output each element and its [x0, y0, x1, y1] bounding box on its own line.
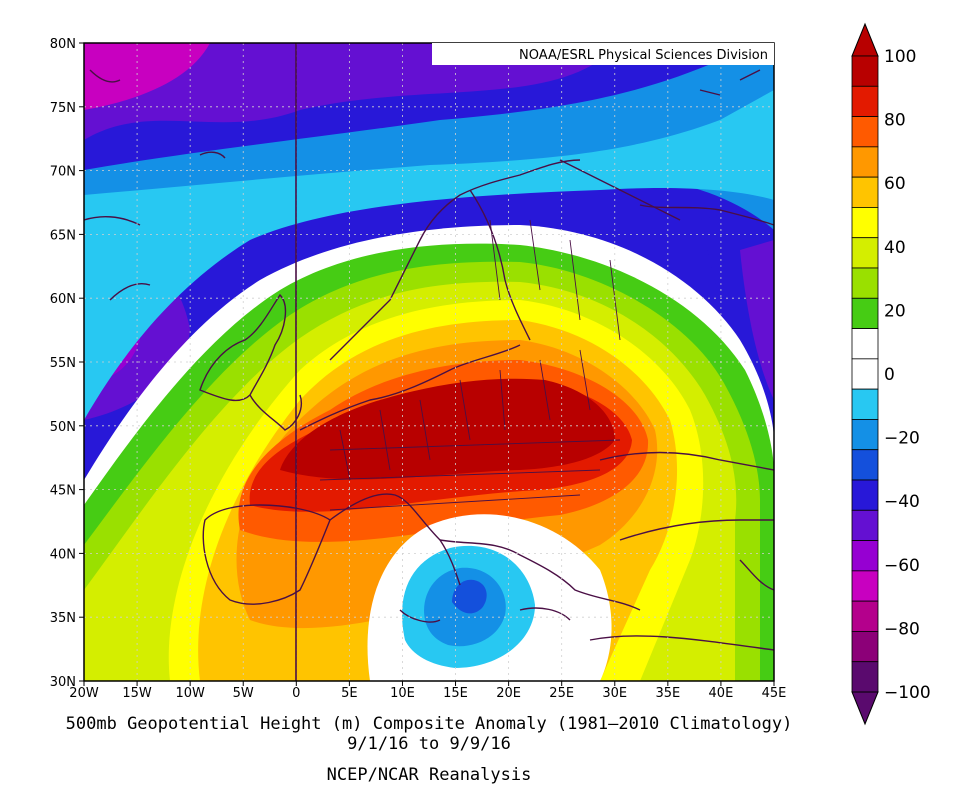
lat-tick-label: 80N	[50, 37, 76, 52]
colorbar-swatch	[851, 631, 879, 663]
map-panel	[84, 43, 774, 681]
lat-tick-label: 35N	[50, 611, 76, 626]
borders	[319, 219, 621, 511]
anomaly-band-neg20	[84, 60, 774, 390]
anomaly-band-neg20-light	[84, 90, 774, 420]
credit-box	[432, 43, 774, 65]
lat-tick-label: 55N	[50, 356, 76, 371]
lat-tick-label: 70N	[50, 165, 76, 180]
caption-dates: 9/1/16 to 9/9/16	[347, 734, 511, 754]
lon-tick-label: 25E	[549, 686, 574, 701]
lon-tick-label: 10W	[175, 686, 205, 701]
lon-tick-label: 5W	[233, 686, 254, 701]
lon-tick-label: 40E	[709, 686, 734, 701]
colorbar-swatch	[851, 358, 879, 390]
colorbar-label: 60	[884, 174, 906, 194]
lat-tick-label: 75N	[50, 101, 76, 116]
lon-tick-label: 45E	[762, 686, 787, 701]
lat-tick-label: 45N	[50, 484, 76, 499]
lon-tick-label: 10E	[390, 686, 415, 701]
colorbar-label: −40	[884, 492, 920, 512]
lon-tick-label: 35E	[655, 686, 680, 701]
colorbar-swatch	[851, 267, 879, 299]
colorbar-label: −60	[884, 556, 920, 576]
anomaly-band-low-neg40	[452, 579, 487, 614]
colorbar-swatch	[851, 570, 879, 602]
colorbar-top-arrow	[851, 22, 879, 57]
graticule	[84, 43, 774, 681]
lon-tick-label: 30E	[602, 686, 627, 701]
latitude-labels: 80N 75N 70N 65N 60N 55N 50N 45N 40N 35N 30N	[50, 37, 84, 690]
lon-tick-label: 20E	[496, 686, 521, 701]
colorbar-label: −20	[884, 429, 920, 449]
colorbar-label: 40	[884, 238, 906, 258]
anomaly-band-neg60-east	[740, 240, 774, 400]
lon-tick-label: 0	[292, 686, 300, 701]
colorbar-label: 0	[884, 365, 895, 385]
lat-tick-label: 30N	[50, 675, 76, 690]
colorbar-label: 20	[884, 301, 906, 321]
colorbar-label: 100	[884, 47, 916, 67]
lat-tick-label: 40N	[50, 547, 76, 562]
anomaly-band-neg80	[84, 43, 210, 110]
anomaly-band-pos100	[280, 378, 615, 480]
colorbar: 100 80 60 40 20 0 −20 −40 −60 −80 −100	[851, 22, 931, 726]
colorbar-swatch	[851, 540, 879, 572]
colorbar-label: 80	[884, 111, 906, 131]
credit-text: NOAA/ESRL Physical Sciences Division	[519, 48, 768, 63]
lon-tick-label: 20W	[69, 686, 99, 701]
colorbar-swatch	[851, 600, 879, 632]
colorbar-swatch	[851, 297, 879, 329]
colorbar-swatch	[851, 509, 879, 541]
lat-tick-label: 65N	[50, 228, 76, 243]
caption-source: NCEP/NCAR Reanalysis	[327, 765, 532, 785]
colorbar-swatch	[851, 328, 879, 360]
lon-tick-label: 15W	[122, 686, 152, 701]
colorbar-swatch	[851, 237, 879, 269]
lon-tick-label: 15E	[443, 686, 468, 701]
colorbar-swatch	[851, 176, 879, 208]
colorbar-swatch	[851, 449, 879, 481]
longitude-labels: 20W 15W 10W 5W 0 5E 10E 15E 20E 25E 30E 35E 40E 45E	[69, 681, 786, 701]
colorbar-swatch	[851, 55, 879, 87]
colorbar-swatch	[851, 207, 879, 239]
colorbar-label: −80	[884, 619, 920, 639]
colorbar-swatch	[851, 85, 879, 117]
lon-tick-label: 5E	[341, 686, 358, 701]
colorbar-bottom-arrow	[851, 691, 879, 726]
colorbar-label: −100	[884, 683, 931, 703]
colorbar-swatch	[851, 419, 879, 451]
caption-title: 500mb Geopotential Height (m) Composite …	[66, 714, 793, 734]
lat-tick-label: 50N	[50, 420, 76, 435]
lat-tick-label: 60N	[50, 292, 76, 307]
anomaly-band-neg60	[84, 43, 620, 140]
colorbar-swatch	[851, 116, 879, 148]
colorbar-swatch	[851, 479, 879, 511]
colorbar-swatch	[851, 388, 879, 420]
coastlines	[84, 69, 774, 651]
colorbar-swatch	[851, 661, 879, 693]
colorbar-swatch	[851, 146, 879, 178]
